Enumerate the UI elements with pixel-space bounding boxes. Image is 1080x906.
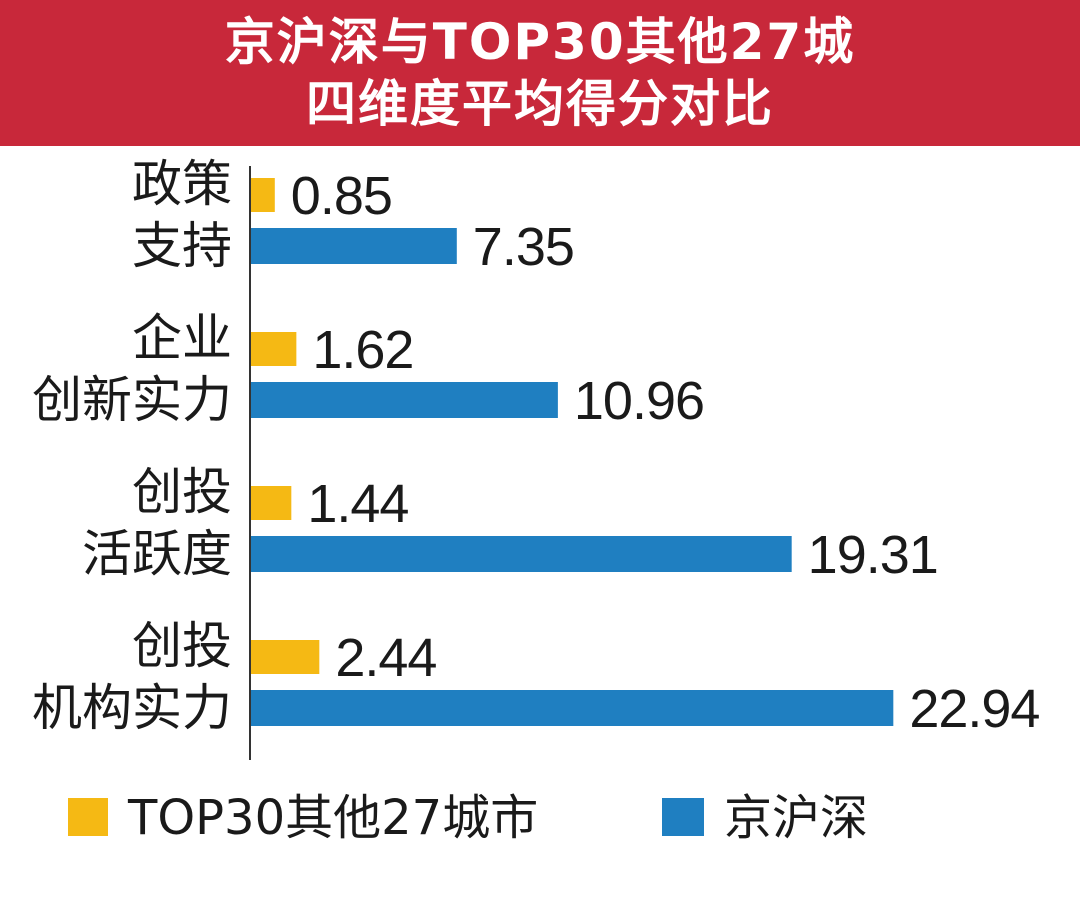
- data-label: 1.44: [307, 474, 408, 534]
- category-label: 机构实力: [32, 679, 232, 737]
- bar-top30: [251, 486, 292, 520]
- data-label: 2.44: [335, 628, 436, 688]
- bar-jhs: [251, 536, 792, 572]
- chart-title-line1: 京沪深与TOP30其他27城: [224, 13, 856, 71]
- data-label: 22.94: [909, 679, 1039, 739]
- chart-title-line2: 四维度平均得分对比: [306, 75, 774, 133]
- data-label: 19.31: [808, 525, 938, 585]
- category-label: 政策: [132, 155, 232, 213]
- bar-chart: 政策支持0.857.35企业创新实力1.6210.96创投活跃度1.4419.3…: [32, 155, 1040, 846]
- data-label: 7.35: [473, 217, 574, 277]
- data-label: 0.85: [291, 166, 392, 226]
- bar-jhs: [251, 228, 457, 264]
- category-label: 创投: [132, 617, 232, 675]
- bar-top30: [251, 178, 275, 212]
- legend-label: 京沪深: [724, 790, 868, 846]
- bar-jhs: [251, 690, 894, 726]
- bar-jhs: [251, 382, 558, 418]
- data-label: 10.96: [574, 371, 704, 431]
- legend-label: TOP30其他27城市: [127, 790, 538, 846]
- bar-top30: [251, 332, 297, 366]
- legend-swatch: [662, 798, 704, 836]
- category-label: 创投: [132, 463, 232, 521]
- data-label: 1.62: [312, 320, 413, 380]
- category-label: 企业: [132, 309, 232, 367]
- category-label: 创新实力: [32, 371, 232, 429]
- title-banner: 京沪深与TOP30其他27城 四维度平均得分对比: [0, 0, 1080, 146]
- category-label: 活跃度: [82, 525, 232, 583]
- legend-swatch: [68, 798, 108, 836]
- bar-top30: [251, 640, 320, 674]
- category-label: 支持: [132, 217, 232, 275]
